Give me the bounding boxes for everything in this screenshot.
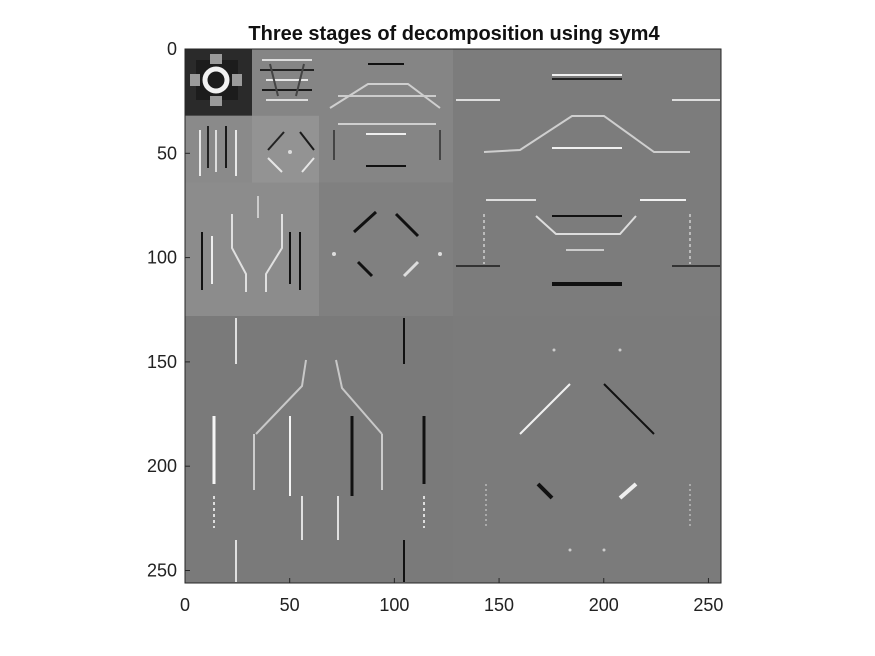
x-tick-label: 250	[693, 595, 723, 615]
level3-diagonal-detail	[267, 131, 315, 173]
y-axis: 0 50 100 150 200 250	[147, 39, 190, 580]
y-tick-label: 50	[157, 143, 177, 163]
subband-detail-vertical-level2	[185, 182, 319, 316]
x-tick-label: 150	[484, 595, 514, 615]
subband-detail-vertical-level3	[185, 115, 252, 183]
level2-horizontal-detail	[329, 63, 441, 167]
level2-diagonal-detail	[332, 210, 442, 278]
figure-title: Three stages of decomposition using sym4	[248, 23, 660, 45]
y-tick-label: 200	[147, 456, 177, 476]
level1-vertical-detail	[212, 318, 426, 582]
subband-detail-diagonal-level1	[453, 316, 721, 583]
y-tick-label: 0	[167, 39, 177, 59]
x-axis: 0 50 100 150 200 250	[180, 578, 723, 615]
decomposition-image	[184, 48, 722, 584]
level1-horizontal-detail	[456, 74, 720, 286]
subband-detail-diagonal-level3	[252, 115, 319, 183]
subband-detail-horizontal-level2	[319, 49, 453, 183]
approximation-emblem	[190, 54, 242, 106]
x-tick-label: 200	[589, 595, 619, 615]
level2-vertical-detail	[201, 196, 301, 292]
x-tick-label: 0	[180, 595, 190, 615]
level3-horizontal-detail	[260, 59, 314, 101]
subband-detail-diagonal-level2	[319, 182, 453, 316]
y-tick-label: 250	[147, 560, 177, 580]
x-tick-label: 100	[379, 595, 409, 615]
y-tick-label: 100	[147, 248, 177, 268]
y-tick-label: 150	[147, 352, 177, 372]
level1-diagonal-detail	[485, 348, 691, 552]
subband-detail-horizontal-level1	[453, 49, 721, 316]
level3-vertical-detail	[199, 126, 237, 176]
x-tick-label: 50	[280, 595, 300, 615]
subband-detail-vertical-level1	[185, 316, 453, 583]
